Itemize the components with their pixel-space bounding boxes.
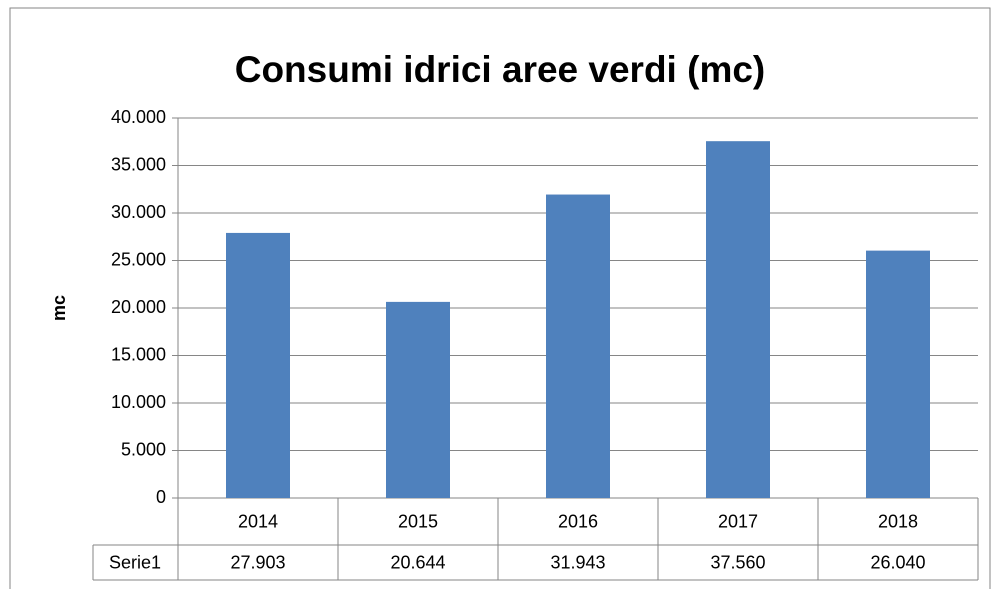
data-label: 20.644: [390, 552, 445, 572]
y-tick-label: 15.000: [111, 344, 166, 364]
y-tick-label: 10.000: [111, 392, 166, 412]
chart-border: [9, 7, 991, 589]
y-tick-label: 25.000: [111, 249, 166, 269]
y-tick-label: 40.000: [111, 107, 166, 127]
y-axis-label: mc: [49, 295, 69, 321]
y-tick-label: 30.000: [111, 202, 166, 222]
x-tick-label: 2016: [558, 511, 598, 531]
data-label: 31.943: [550, 552, 605, 572]
data-label: 27.903: [230, 552, 285, 572]
y-tick-label: 0: [156, 487, 166, 507]
x-tick-label: 2015: [398, 511, 438, 531]
bar: [866, 250, 930, 498]
bar: [546, 194, 610, 498]
data-label: 26.040: [870, 552, 925, 572]
y-tick-label: 5.000: [121, 439, 166, 459]
chart-title: Consumi idrici aree verdi (mc): [235, 49, 766, 90]
y-tick-label: 20.000: [111, 297, 166, 317]
x-tick-label: 2018: [878, 511, 918, 531]
data-label: 37.560: [710, 552, 765, 572]
bar: [706, 141, 770, 498]
bar: [386, 301, 450, 498]
bar: [226, 232, 290, 498]
x-tick-label: 2014: [238, 511, 278, 531]
x-tick-label: 2017: [718, 511, 758, 531]
y-tick-label: 35.000: [111, 154, 166, 174]
legend-entry: Serie1: [109, 552, 161, 572]
